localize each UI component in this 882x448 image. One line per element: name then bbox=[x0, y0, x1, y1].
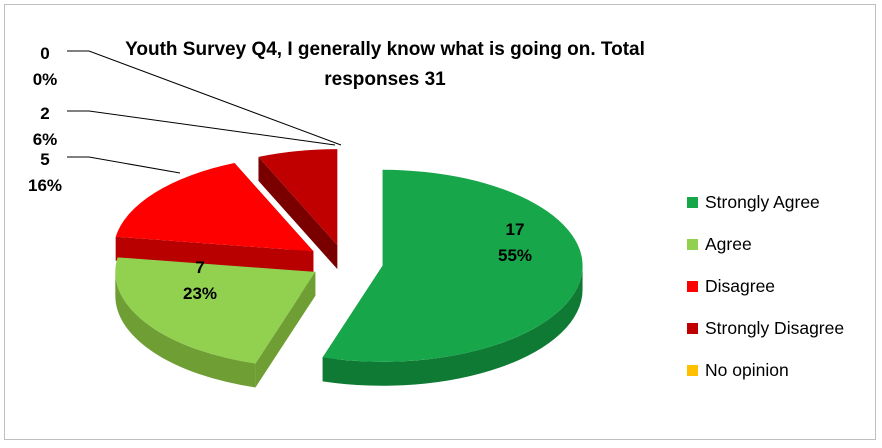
pie-slice-strongly-disagree bbox=[258, 149, 338, 246]
pie-top-layer bbox=[115, 149, 583, 364]
legend-label: No opinion bbox=[705, 359, 789, 380]
legend-label: Strongly Disagree bbox=[705, 317, 845, 338]
data-label-value-strongly-agree: 17 bbox=[506, 220, 525, 239]
leader-line-strongly-disagree bbox=[67, 110, 336, 146]
legend-item-strongly-agree: Strongly Agree bbox=[687, 181, 844, 223]
data-label-percent-no-opinion: 0% bbox=[33, 70, 58, 89]
data-label-percent-strongly-agree: 55% bbox=[498, 246, 532, 265]
legend-item-strongly-disagree: Strongly Disagree bbox=[687, 307, 844, 349]
pie-slice-rim-strongly-agree bbox=[322, 265, 583, 386]
data-label-value-strongly-disagree: 2 bbox=[40, 104, 49, 123]
data-label-value-no-opinion: 0 bbox=[40, 44, 49, 63]
pie-slice-strongly-agree bbox=[322, 169, 583, 362]
leader-line-no-opinion bbox=[67, 50, 342, 146]
data-label-value-disagree: 5 bbox=[40, 150, 49, 169]
legend-item-disagree: Disagree bbox=[687, 265, 844, 307]
chart-frame: 17 55% 7 23% 5 16% 2 6% 0 0% Youth Survey Q4, I g… bbox=[4, 4, 876, 440]
legend-swatch bbox=[687, 322, 698, 334]
pie-slice-disagree bbox=[115, 163, 314, 252]
pie-slice-cut-strongly-disagree-0 bbox=[258, 156, 338, 270]
pie-slice-agree bbox=[115, 257, 316, 364]
chart-title: Youth Survey Q4, I generally know what i… bbox=[125, 39, 645, 90]
legend-label: Disagree bbox=[705, 275, 776, 296]
legend-swatch bbox=[687, 364, 698, 376]
legend-item-agree: Agree bbox=[687, 223, 844, 265]
legend: Strongly Agree Agree Disagree Strongly Disa… bbox=[687, 181, 844, 391]
legend-label: Strongly Agree bbox=[705, 191, 820, 212]
legend-swatch bbox=[687, 238, 698, 250]
legend-item-no-opinion: No opinion bbox=[687, 349, 844, 391]
legend-swatch bbox=[687, 196, 698, 208]
data-label-percent-agree: 23% bbox=[183, 284, 217, 303]
pie-slice-cut-disagree-0 bbox=[115, 236, 314, 276]
pie-slice-cut-agree-0 bbox=[255, 271, 316, 388]
data-label-percent-disagree: 16% bbox=[28, 176, 62, 195]
legend-label: Agree bbox=[705, 233, 752, 254]
legend-swatch bbox=[687, 280, 698, 292]
pie-chart: 17 55% 7 23% 5 16% 2 6% 0 0% bbox=[28, 44, 583, 388]
data-label-value-agree: 7 bbox=[195, 258, 204, 277]
data-label-percent-strongly-disagree: 6% bbox=[33, 130, 58, 149]
pie-slice-rim-agree bbox=[115, 271, 256, 388]
leader-line-disagree bbox=[67, 156, 181, 174]
